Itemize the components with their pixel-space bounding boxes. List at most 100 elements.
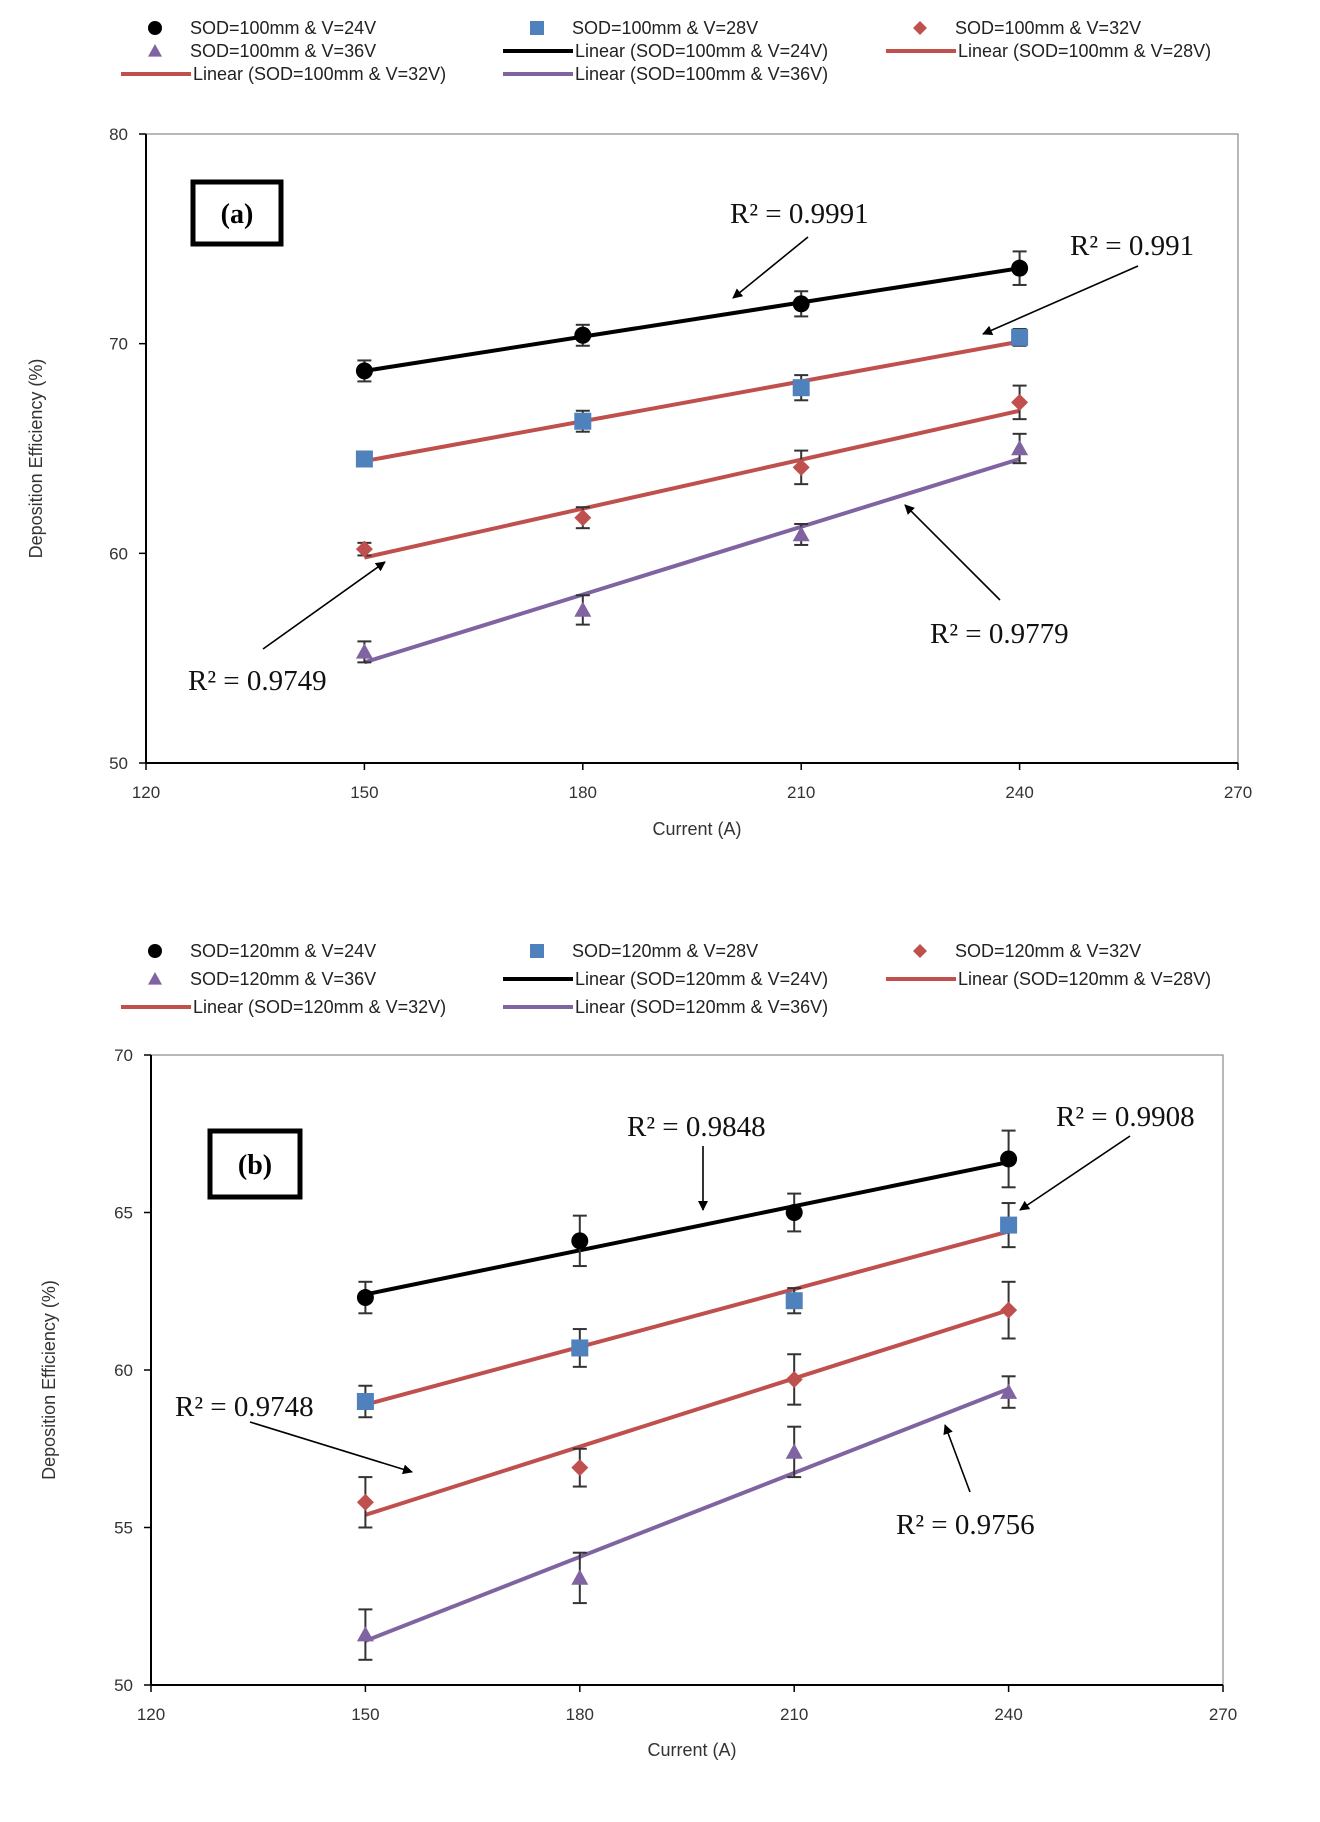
legend-entry-text: SOD=120mm & V=36V bbox=[190, 969, 376, 989]
trendline bbox=[363, 408, 1021, 560]
legend-marker-diamond bbox=[913, 21, 927, 35]
r-squared-annotation: R² = 0.9991 bbox=[730, 198, 869, 230]
y-tick-label: 80 bbox=[109, 125, 128, 144]
chart-panel-b: SOD=120mm & V=24V SOD=120mm & V=28V SOD=12… bbox=[39, 941, 1237, 1760]
data-point bbox=[574, 509, 592, 527]
legend-marker-circle bbox=[148, 944, 162, 958]
annotation-arrow bbox=[262, 561, 386, 650]
data-point bbox=[792, 458, 810, 476]
data-point bbox=[574, 326, 592, 344]
r-squared-annotation: R² = 0.9908 bbox=[1056, 1101, 1195, 1133]
series-triangle bbox=[355, 432, 1029, 664]
annotation-arrow bbox=[732, 236, 809, 299]
data-point bbox=[1000, 1216, 1018, 1234]
legend-marker-circle bbox=[148, 21, 162, 35]
data-point bbox=[792, 295, 810, 313]
data-point bbox=[785, 1370, 803, 1388]
data-point bbox=[355, 540, 373, 558]
data-point bbox=[571, 1569, 589, 1585]
trendline bbox=[364, 339, 1020, 464]
legend-entry-text: Linear (SOD=120mm & V=24V) bbox=[575, 969, 828, 989]
annotation-arrow bbox=[904, 504, 1001, 601]
y-tick-label: 50 bbox=[109, 754, 128, 773]
data-point bbox=[1000, 1150, 1018, 1168]
legend-entry-text: SOD=100mm & V=28V bbox=[572, 18, 758, 38]
legend-entry-text: Linear (SOD=100mm & V=32V) bbox=[193, 64, 446, 84]
series-circle bbox=[355, 250, 1029, 383]
series-diamond bbox=[356, 1280, 1018, 1529]
x-axis-label: Current (A) bbox=[647, 1740, 736, 1760]
legend-entry-text: Linear (SOD=100mm & V=28V) bbox=[958, 41, 1211, 61]
y-tick-label: 70 bbox=[109, 335, 128, 354]
legend-marker-square bbox=[530, 944, 544, 958]
x-tick-label: 210 bbox=[787, 783, 815, 802]
data-point bbox=[571, 1339, 589, 1357]
legend-entry-text: Linear (SOD=120mm & V=32V) bbox=[193, 997, 446, 1017]
r-squared-annotation: R² = 0.9748 bbox=[175, 1391, 314, 1423]
legend-entry-text: Linear (SOD=120mm & V=28V) bbox=[958, 969, 1211, 989]
data-point bbox=[1011, 440, 1029, 456]
y-tick-label: 70 bbox=[114, 1046, 133, 1065]
x-axis-label: Current (A) bbox=[652, 819, 741, 839]
legend-entry-text: Linear (SOD=120mm & V=36V) bbox=[575, 997, 828, 1017]
data-point bbox=[1000, 1301, 1018, 1319]
annotation-arrow bbox=[249, 1421, 413, 1475]
r-squared-annotation: R² = 0.9779 bbox=[930, 618, 1069, 650]
trendline bbox=[364, 1387, 1010, 1643]
annotation-arrow bbox=[1019, 1135, 1131, 1211]
series-square bbox=[356, 1202, 1018, 1419]
trendline bbox=[364, 1308, 1010, 1517]
data-point bbox=[356, 1493, 374, 1511]
legend-marker-triangle bbox=[148, 44, 162, 57]
data-point bbox=[1011, 393, 1029, 411]
data-point bbox=[356, 1289, 374, 1307]
data-point bbox=[574, 601, 592, 617]
data-point bbox=[1011, 259, 1029, 277]
x-tick-label: 180 bbox=[566, 1705, 594, 1724]
data-point bbox=[785, 1204, 803, 1221]
data-point bbox=[785, 1292, 803, 1310]
data-point bbox=[356, 1393, 374, 1410]
y-tick-label: 60 bbox=[109, 544, 128, 563]
y-tick-label: 50 bbox=[114, 1676, 133, 1695]
x-tick-label: 210 bbox=[780, 1705, 808, 1724]
y-axis-label: Deposition Efficiency (%) bbox=[39, 1280, 59, 1480]
legend-entry-text: SOD=100mm & V=36V bbox=[190, 41, 376, 61]
y-tick-label: 55 bbox=[114, 1519, 133, 1538]
plot-frame bbox=[150, 1054, 1224, 1686]
r-squared-annotation: R² = 0.9756 bbox=[896, 1509, 1035, 1541]
legend-marker-square bbox=[530, 21, 544, 35]
legend-entry-text: SOD=120mm & V=32V bbox=[955, 941, 1141, 961]
x-tick-label: 240 bbox=[1005, 783, 1033, 802]
y-tick-label: 65 bbox=[114, 1204, 133, 1223]
series-circle bbox=[356, 1129, 1018, 1315]
data-point bbox=[355, 450, 373, 468]
legend-entry-text: SOD=120mm & V=28V bbox=[572, 941, 758, 961]
legend-entry-text: SOD=120mm & V=24V bbox=[190, 941, 376, 961]
panel-label-box bbox=[207, 1128, 303, 1200]
y-tick-label: 60 bbox=[114, 1361, 133, 1380]
x-tick-label: 120 bbox=[137, 1705, 165, 1724]
x-tick-label: 120 bbox=[132, 783, 160, 802]
r-squared-annotation: R² = 0.9848 bbox=[627, 1111, 766, 1143]
y-axis-label: Deposition Efficiency (%) bbox=[26, 359, 46, 559]
legend-entry-text: Linear (SOD=100mm & V=24V) bbox=[575, 41, 828, 61]
series-diamond bbox=[355, 384, 1029, 558]
data-point bbox=[571, 1232, 589, 1250]
legend-entry-text: SOD=100mm & V=24V bbox=[190, 18, 376, 38]
trendline bbox=[364, 266, 1020, 373]
legend: SOD=120mm & V=24V SOD=120mm & V=28V SOD=12… bbox=[121, 941, 1211, 1017]
data-point bbox=[1000, 1383, 1018, 1399]
x-tick-label: 270 bbox=[1224, 783, 1252, 802]
legend: SOD=100mm & V=24V SOD=100mm & V=28V SOD=10… bbox=[121, 18, 1211, 84]
panel-label-box bbox=[190, 179, 284, 247]
annotation-arrow bbox=[943, 1424, 971, 1493]
x-tick-label: 150 bbox=[351, 1705, 379, 1724]
data-point bbox=[571, 1459, 589, 1477]
data-point bbox=[792, 525, 810, 542]
x-tick-label: 180 bbox=[569, 783, 597, 802]
trendline bbox=[364, 1160, 1010, 1297]
data-point bbox=[785, 1443, 803, 1459]
data-point bbox=[574, 412, 592, 430]
